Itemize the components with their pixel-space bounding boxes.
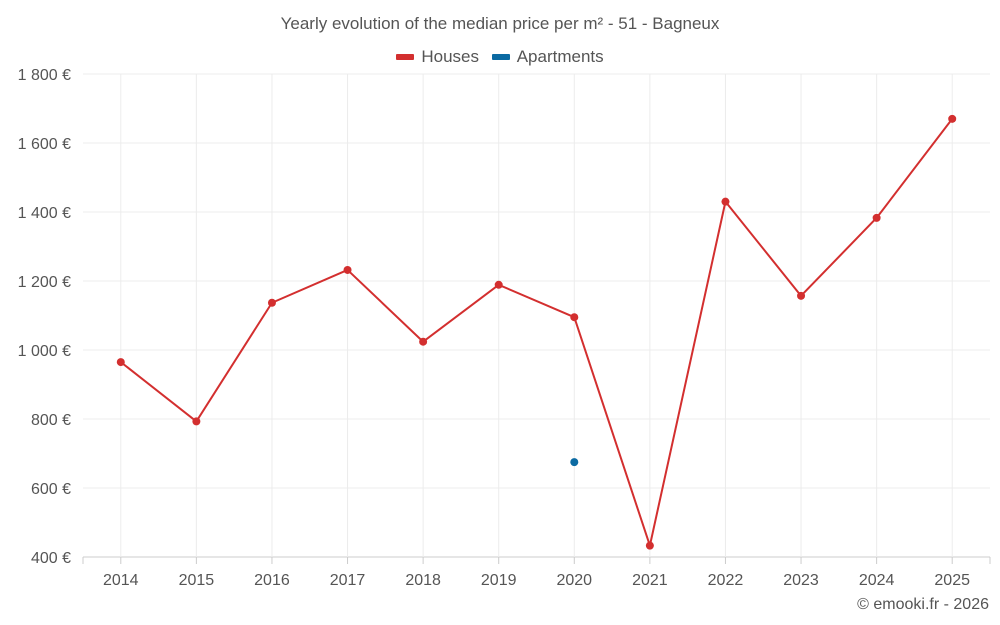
legend: Houses Apartments: [0, 45, 1000, 67]
x-tick-label: 2020: [556, 572, 592, 589]
x-tick-label: 2025: [934, 572, 970, 589]
y-tick-label: 800 €: [31, 412, 71, 429]
legend-item-apartments[interactable]: Apartments: [491, 47, 604, 67]
y-tick-label: 1 200 €: [18, 274, 71, 291]
data-point-houses[interactable]: [343, 265, 352, 274]
data-point-houses[interactable]: [645, 541, 654, 550]
x-tick-label: 2022: [708, 572, 744, 589]
chart-title: Yearly evolution of the median price per…: [280, 14, 720, 33]
x-tick-label: 2017: [330, 572, 366, 589]
data-point-houses[interactable]: [797, 291, 806, 300]
data-point-houses[interactable]: [570, 313, 579, 322]
x-tick-label: 2016: [254, 572, 290, 589]
legend-swatch-apartments: [491, 54, 510, 60]
x-tick-label: 2024: [859, 572, 895, 589]
data-point-houses[interactable]: [872, 213, 881, 222]
y-tick-label: 1 000 €: [18, 343, 71, 360]
legend-swatch-houses: [396, 54, 415, 60]
copyright-text: © emooki.fr - 2026: [857, 596, 989, 613]
data-point-houses[interactable]: [419, 337, 428, 346]
data-point-houses[interactable]: [267, 298, 276, 307]
data-point-houses[interactable]: [948, 114, 957, 123]
y-tick-label: 1 800 €: [18, 67, 71, 84]
y-tick-label: 400 €: [31, 550, 71, 567]
x-tick-label: 2021: [632, 572, 668, 589]
data-point-houses[interactable]: [494, 280, 503, 289]
series-line-houses: [120, 118, 954, 547]
y-tick-label: 600 €: [31, 481, 71, 498]
data-point-apartments[interactable]: [570, 458, 579, 467]
x-tick-label: 2015: [179, 572, 215, 589]
y-tick-label: 1 600 €: [18, 136, 71, 153]
x-tick-label: 2018: [405, 572, 441, 589]
data-point-houses[interactable]: [192, 417, 201, 426]
data-point-houses[interactable]: [721, 197, 730, 206]
legend-item-houses[interactable]: Houses: [396, 47, 479, 67]
data-point-houses[interactable]: [116, 358, 125, 367]
x-tick-label: 2019: [481, 572, 517, 589]
legend-label-houses: Houses: [421, 47, 479, 66]
x-tick-label: 2014: [103, 572, 139, 589]
y-tick-label: 1 400 €: [18, 205, 71, 222]
legend-label-apartments: Apartments: [516, 47, 604, 66]
x-tick-label: 2023: [783, 572, 819, 589]
